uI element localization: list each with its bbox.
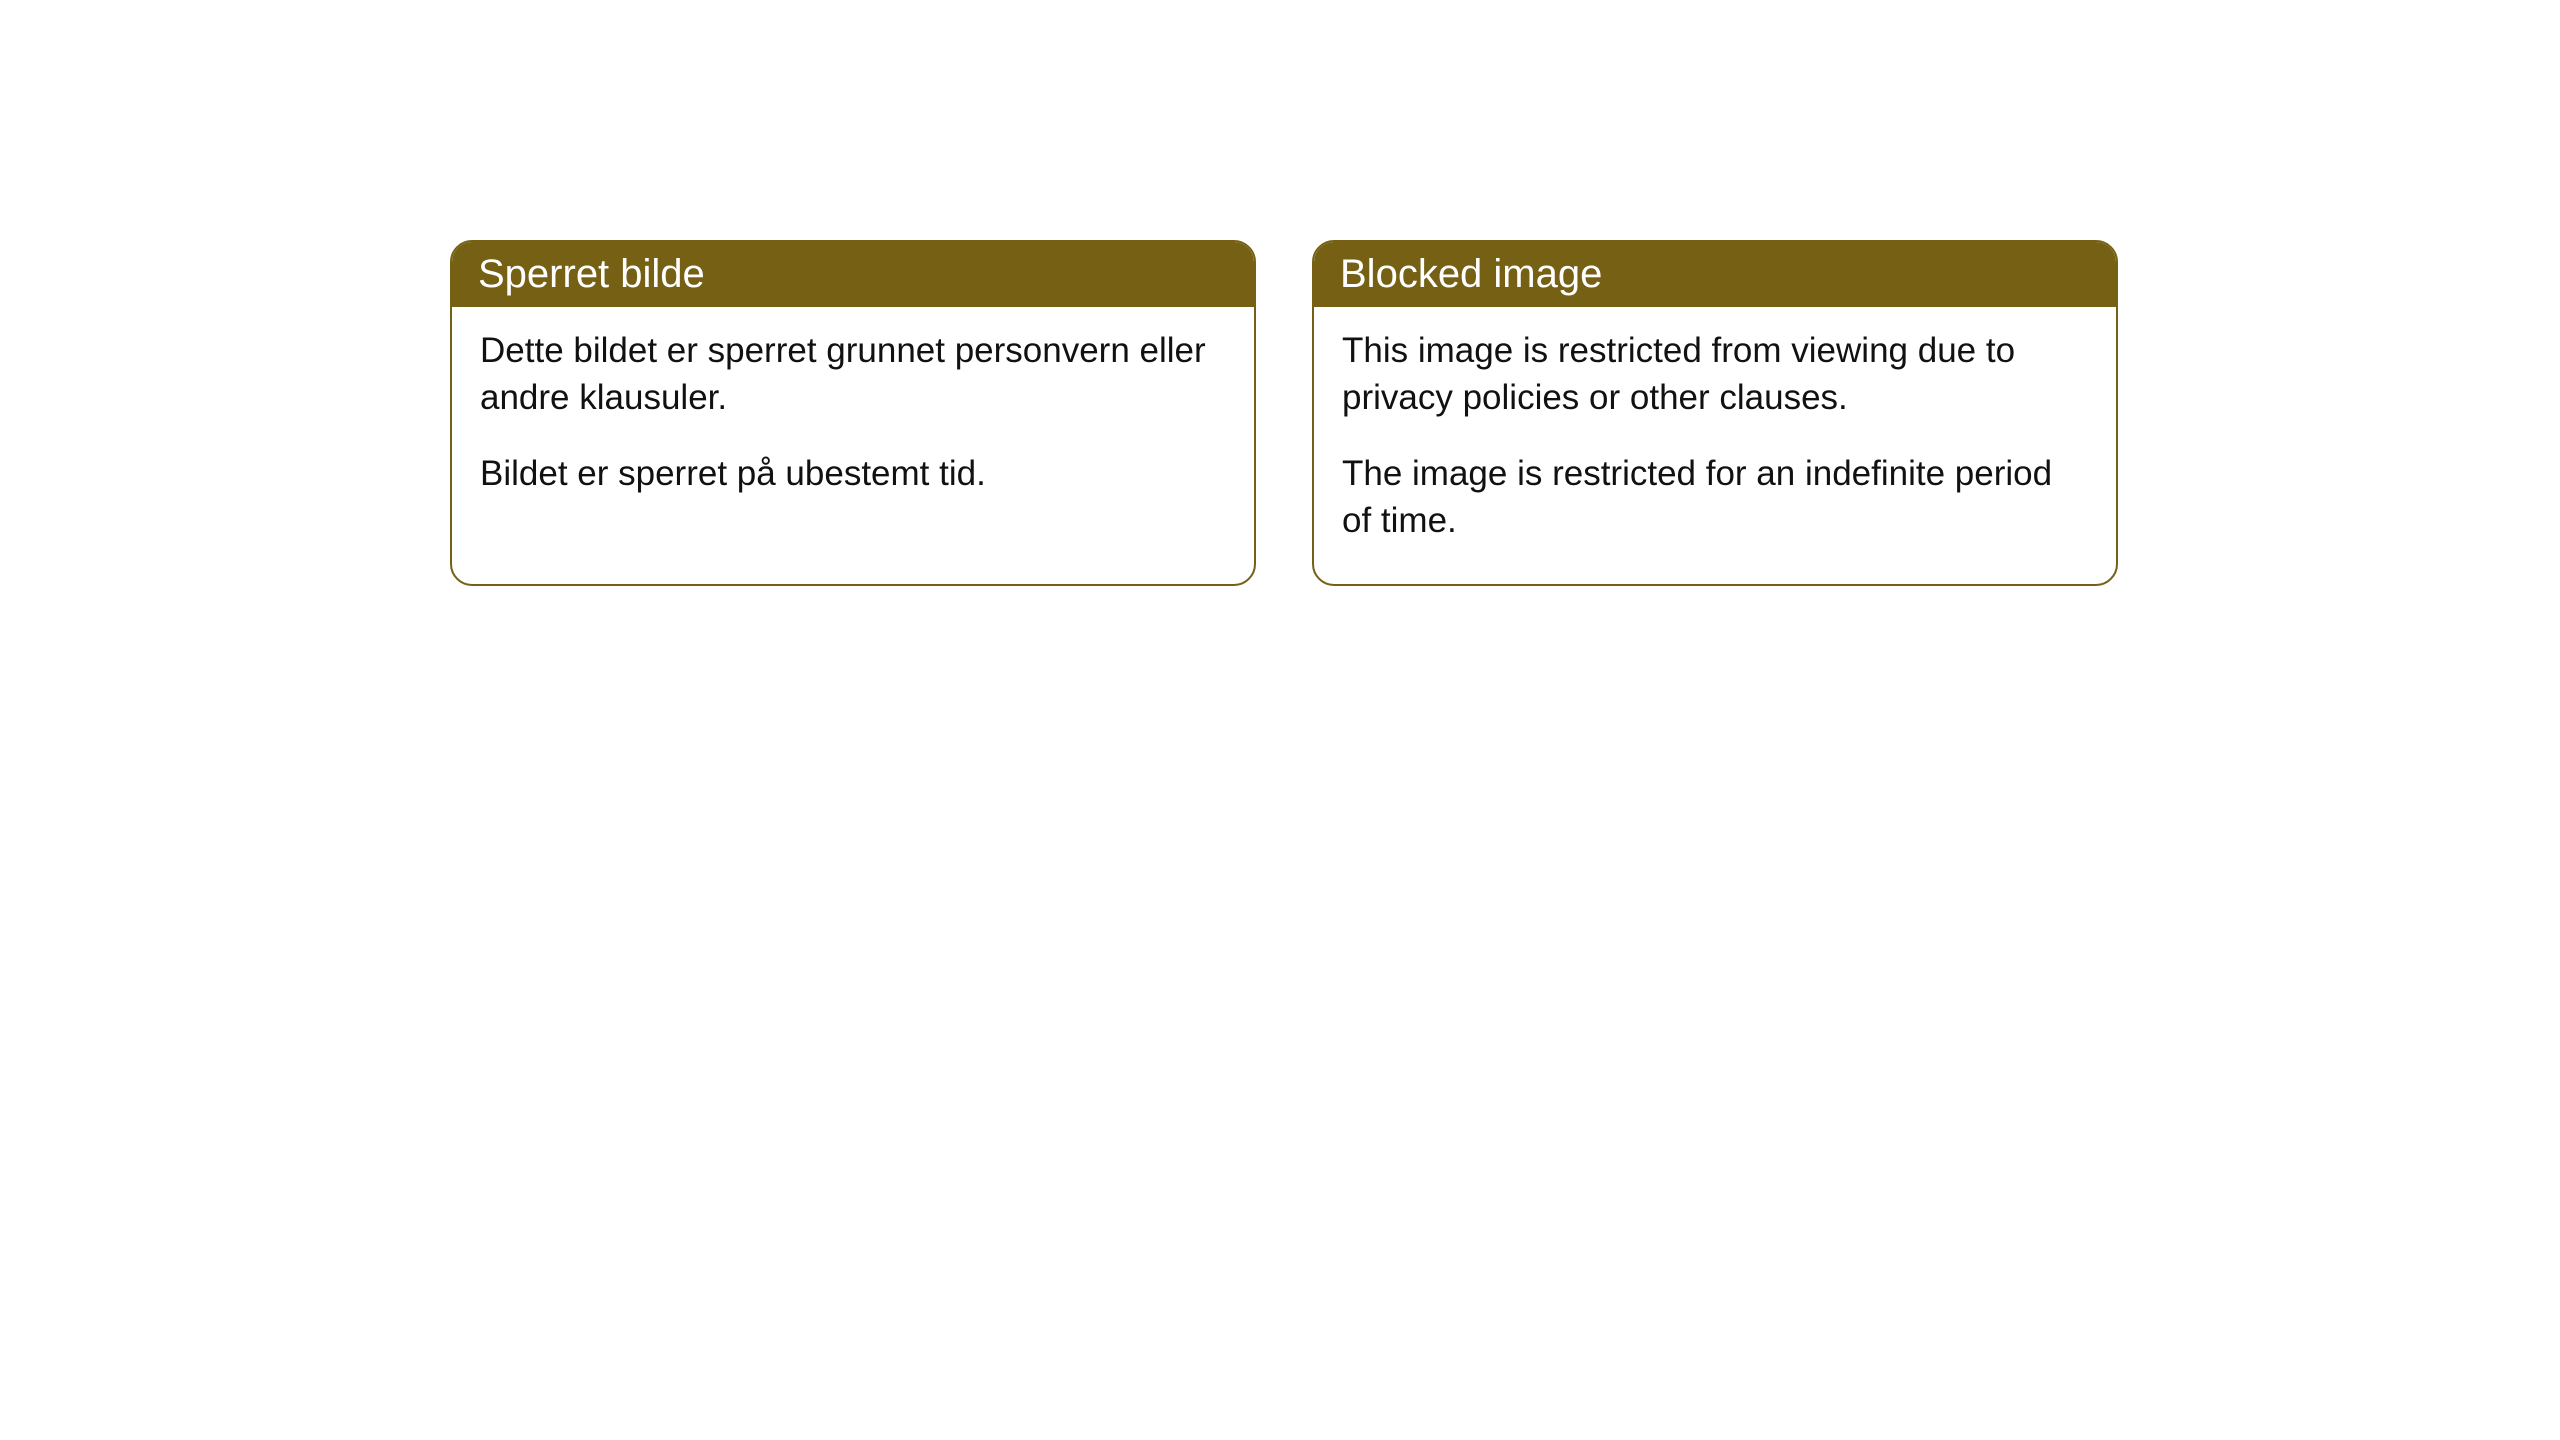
card-paragraph: This image is restricted from viewing du… <box>1342 327 2088 422</box>
card-header: Blocked image <box>1314 242 2116 307</box>
card-title: Blocked image <box>1340 252 1602 296</box>
card-title: Sperret bilde <box>478 252 705 296</box>
card-header: Sperret bilde <box>452 242 1254 307</box>
card-paragraph: Bildet er sperret på ubestemt tid. <box>480 450 1226 497</box>
card-paragraph: The image is restricted for an indefinit… <box>1342 450 2088 545</box>
card-paragraph: Dette bildet er sperret grunnet personve… <box>480 327 1226 422</box>
notice-cards-container: Sperret bilde Dette bildet er sperret gr… <box>450 240 2118 586</box>
notice-card-norwegian: Sperret bilde Dette bildet er sperret gr… <box>450 240 1256 586</box>
notice-card-english: Blocked image This image is restricted f… <box>1312 240 2118 586</box>
card-body: Dette bildet er sperret grunnet personve… <box>452 307 1254 537</box>
card-body: This image is restricted from viewing du… <box>1314 307 2116 584</box>
